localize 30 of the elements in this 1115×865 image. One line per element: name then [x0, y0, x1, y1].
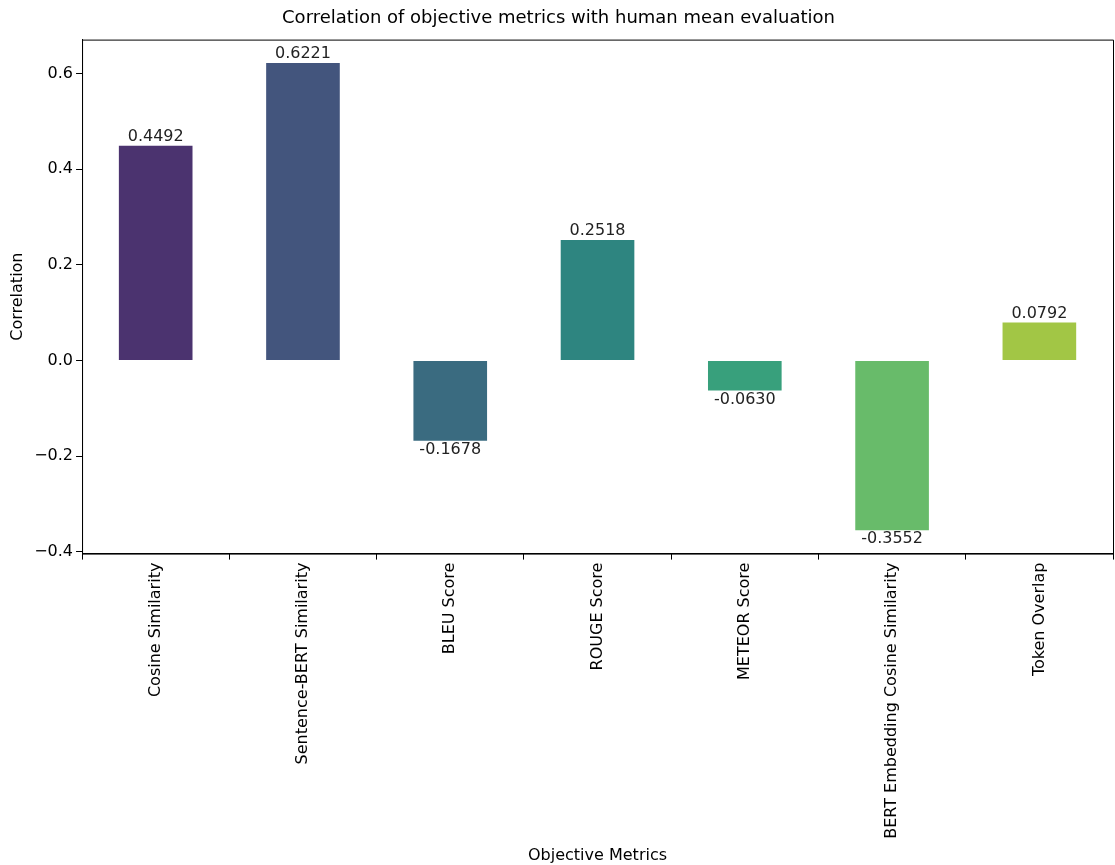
data-label: 0.6221	[274, 43, 331, 63]
data-label: -0.0630	[713, 388, 776, 408]
y-axis-title: Correlation	[6, 252, 26, 341]
y-tick-label: 0.2	[47, 253, 74, 273]
x-axis-title: Objective Metrics	[528, 844, 668, 864]
x-tick-label: Cosine Similarity	[144, 562, 164, 698]
y-tick-label: 0.4	[47, 158, 74, 178]
bar	[118, 145, 193, 360]
x-tick-label: BERT Embedding Cosine Similarity	[881, 562, 901, 839]
y-tick-label: −0.2	[34, 445, 74, 465]
bar	[266, 62, 340, 360]
x-tick-label: Token Overlap	[1028, 562, 1048, 678]
x-tick-label: METEOR Score	[733, 562, 753, 681]
data-label: 0.0792	[1011, 302, 1068, 322]
data-label: 0.4492	[127, 125, 184, 145]
x-tick-label: BLEU Score	[439, 562, 459, 655]
y-tick-label: −0.4	[34, 540, 74, 560]
x-tick-label: ROUGE Score	[586, 562, 606, 671]
bar	[413, 360, 488, 441]
bar	[1002, 322, 1077, 360]
bar	[707, 360, 782, 391]
data-label: -0.3552	[861, 528, 923, 548]
y-tick-label: 0.6	[47, 62, 74, 82]
chart-title: Correlation of objective metrics with human mean evaluation	[282, 6, 835, 28]
bar	[560, 240, 635, 360]
x-tick-label: Sentence-BERT Similarity	[292, 562, 312, 765]
data-label: 0.2518	[569, 220, 626, 240]
bar	[855, 360, 929, 531]
y-tick-label: 0.0	[47, 349, 74, 369]
data-label: -0.1678	[419, 438, 482, 458]
